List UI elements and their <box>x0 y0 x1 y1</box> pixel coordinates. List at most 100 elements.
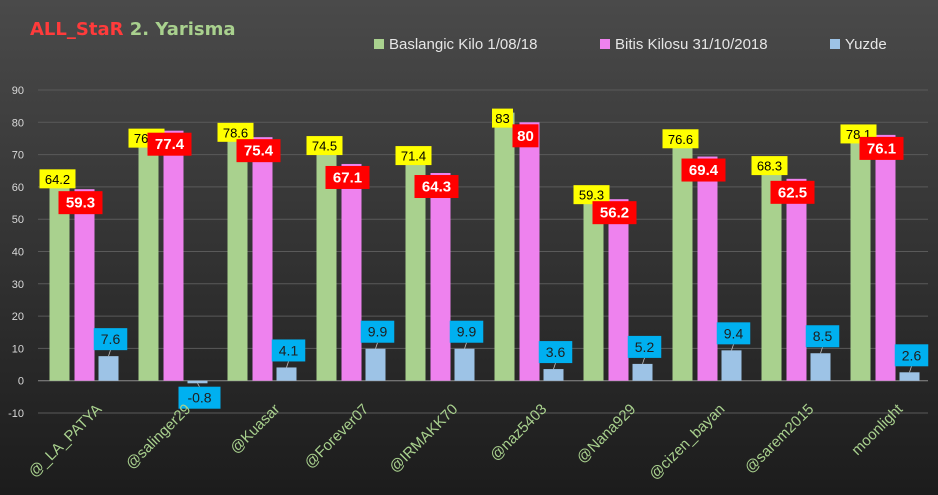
label-leader-4 <box>375 342 378 349</box>
y-tick-label: 30 <box>12 279 24 291</box>
title-part-red: ALL_StaR <box>30 19 124 40</box>
legend-label-1: Baslangic Kilo 1/08/18 <box>389 36 537 53</box>
bar-s1-10 <box>850 128 871 381</box>
y-tick-label: 20 <box>12 311 24 323</box>
bar-s1-5 <box>405 150 426 381</box>
data-label-s2-2: 77.4 <box>155 136 185 153</box>
label-leader-9 <box>820 347 823 354</box>
bar-s1-8 <box>672 133 693 381</box>
data-label-bg-s2-1 <box>58 191 103 215</box>
bars <box>49 112 920 384</box>
data-label-bg-s1-5 <box>395 146 432 166</box>
bar-s3-3 <box>276 367 297 381</box>
label-leader-2 <box>197 383 200 387</box>
bar-s3-6 <box>543 369 564 381</box>
data-label-bg-s3-9 <box>805 325 840 348</box>
data-label-bg-s2-6 <box>512 124 539 148</box>
data-label-s3-5: 9.9 <box>457 324 477 340</box>
bar-s3-9 <box>810 353 831 381</box>
data-label-bg-s2-7 <box>592 201 637 225</box>
data-label-s3-7: 5.2 <box>635 339 655 355</box>
data-label-s2-9: 62.5 <box>778 184 807 201</box>
data-label-bg-s2-4 <box>325 165 370 189</box>
data-label-bg-s3-10 <box>894 344 929 367</box>
label-leader-5 <box>464 342 467 349</box>
data-label-bg-s3-5 <box>449 320 484 343</box>
bar-s2-9 <box>786 178 807 381</box>
bar-s2-2 <box>163 130 184 381</box>
data-label-s2-1: 59.3 <box>66 195 95 212</box>
data-label-bg-s1-9 <box>751 156 788 176</box>
bar-s2-7 <box>608 199 629 381</box>
y-tick-label: 90 <box>12 85 24 97</box>
data-label-s1-8: 76.6 <box>668 132 693 147</box>
legend-swatch-2 <box>600 39 610 49</box>
data-label-s1-7: 59.3 <box>579 188 604 203</box>
bar-s1-2 <box>138 132 159 381</box>
bar-s3-2 <box>187 380 208 384</box>
data-label-bg-s2-5 <box>414 175 459 199</box>
data-label-bg-s3-6 <box>538 341 573 364</box>
bar-s3-1 <box>98 356 119 381</box>
bar-s3-5 <box>454 348 475 381</box>
data-label-s2-6: 80 <box>517 128 534 145</box>
label-leader-1 <box>108 350 111 357</box>
label-leader-3 <box>286 361 289 368</box>
data-label-bg-s3-1 <box>93 328 128 351</box>
data-label-s3-10: 2.6 <box>902 347 922 363</box>
label-leader-6 <box>553 362 556 370</box>
data-label-bg-s3-7 <box>627 335 662 358</box>
data-label-s3-8: 9.4 <box>724 325 744 341</box>
legend-swatch-1 <box>374 39 384 49</box>
bar-s1-7 <box>583 189 604 381</box>
data-label-s2-5: 64.3 <box>422 179 451 196</box>
data-label-s3-9: 8.5 <box>813 328 833 344</box>
data-label-s2-7: 56.2 <box>600 205 629 222</box>
data-label-s3-4: 9.9 <box>368 324 388 340</box>
y-axis: -10 0 10 20 30 40 50 60 70 80 90 <box>8 85 24 420</box>
bar-s2-5 <box>430 173 451 381</box>
data-label-s1-1: 64.2 <box>45 172 70 187</box>
bar-s2-1 <box>74 189 95 381</box>
data-label-s2-3: 75.4 <box>244 143 274 160</box>
data-label-s2-4: 67.1 <box>333 169 362 186</box>
data-label-s2-8: 69.4 <box>689 162 719 179</box>
bar-s2-3 <box>252 137 273 381</box>
data-label-s3-2: -0.8 <box>187 390 211 406</box>
y-tick-label: 50 <box>12 214 24 226</box>
bar-s1-4 <box>316 140 337 381</box>
bar-s1-9 <box>761 160 782 381</box>
bar-s3-8 <box>721 350 742 381</box>
y-tick-label: 70 <box>12 150 24 162</box>
data-label-bg-s3-8 <box>716 322 751 345</box>
data-labels: 64.259.37.676.877.4-0.878.675.44.174.567… <box>39 108 929 409</box>
data-label-bg-s1-4 <box>306 136 343 156</box>
data-label-bg-s3-3 <box>271 339 306 362</box>
y-tick-label: 80 <box>12 117 24 129</box>
bar-s3-4 <box>365 348 386 381</box>
y-tick-label: 40 <box>12 247 24 259</box>
data-label-s3-3: 4.1 <box>279 342 299 358</box>
data-label-bg-s2-10 <box>859 136 904 160</box>
y-tick-label: 60 <box>12 182 24 194</box>
data-label-s1-3: 78.6 <box>223 125 248 140</box>
label-leader-10 <box>909 366 912 373</box>
data-label-bg-s1-8 <box>662 129 699 149</box>
y-tick-label: 0 <box>18 376 24 388</box>
bar-s1-3 <box>227 126 248 381</box>
data-label-s1-5: 71.4 <box>401 149 426 164</box>
data-label-bg-s1-7 <box>573 185 610 205</box>
y-tick-label: -10 <box>8 408 24 420</box>
legend-label-2: Bitis Kilosu 31/10/2018 <box>615 36 768 53</box>
data-label-bg-s1-1 <box>39 169 76 189</box>
data-label-bg-s2-8 <box>681 158 726 182</box>
data-label-bg-s3-4 <box>360 320 395 343</box>
data-label-s1-6: 83 <box>495 111 509 126</box>
y-tick-label: 10 <box>12 343 24 355</box>
data-label-bg-s3-2 <box>178 386 221 409</box>
data-label-bg-s2-2 <box>147 132 192 156</box>
bar-s1-6 <box>494 112 515 381</box>
data-label-bg-s2-3 <box>236 139 281 163</box>
data-label-s3-6: 3.6 <box>546 344 566 360</box>
